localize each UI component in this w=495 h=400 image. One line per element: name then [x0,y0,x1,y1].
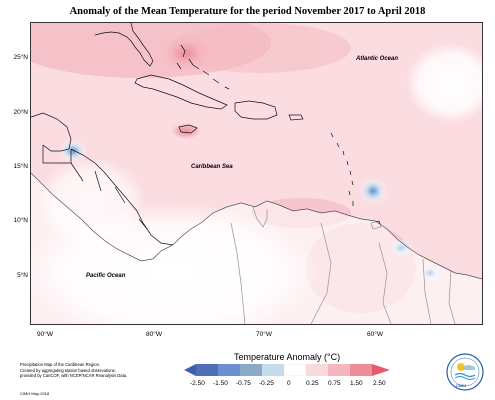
map-frame: Atlantic Ocean Caribbean Sea Pacific Oce… [30,22,483,325]
anomaly-coldspot-lesser-antilles [359,178,387,204]
color-bar-max-arrow [372,364,390,376]
color-bar-segment-4 [262,364,284,376]
coast-cuba [134,74,228,110]
lon-label-60w: 60°W [367,331,383,338]
color-bar-segment-2 [218,364,240,376]
color-bar-segment-6 [306,364,328,376]
lon-label-70w: 70°W [256,331,272,338]
color-bar-min-arrow [184,364,196,376]
lon-label-80w: 80°W [146,331,162,338]
lat-label-20n: 20°N [13,109,28,116]
legend-title: Temperature Anomaly (°C) [234,352,341,362]
legend-tick: -1.50 [213,380,228,387]
color-bar-segment-1 [196,364,218,376]
map-panel: Atlantic Ocean Caribbean Sea Pacific Oce… [30,22,483,325]
coast-bahamas [176,44,230,90]
map-title: Anomaly of the Mean Temperature for the … [69,6,426,17]
legend-tick: -0.25 [259,380,274,387]
legend-tick: -0.75 [236,380,251,387]
coast-puerto-rico [288,114,304,121]
color-bar [184,364,390,376]
anomaly-map [31,23,482,324]
footer-line: Created by aggregating station based obs… [20,367,116,373]
legend-tick: -2.50 [190,380,205,387]
anomaly-hotspot-bahamas [161,35,211,71]
coast-lesser-antilles [330,132,354,206]
lat-label-15n: 15°N [13,163,28,170]
footer-line: Precipitation Map of the Caribbean Regio… [20,362,101,367]
land-mask [31,173,482,324]
lat-label-25n: 25°N [13,54,28,61]
coast-jamaica [178,124,198,134]
label-pacific-ocean: Pacific Ocean [86,273,126,279]
credit-text: CIMH May-2018 [20,391,50,396]
legend-tick: 2.50 [373,380,386,387]
logo-text: CIMH [456,383,467,388]
lat-label-5n: 5°N [17,272,28,279]
anomaly-zone-north-east [171,23,351,73]
coast-belize-border [42,145,72,164]
anomaly-neutral-atlantic [406,43,482,123]
footer-note: Precipitation Map of the Caribbean Regio… [20,362,170,379]
color-bar-segment-3 [240,364,262,376]
coast-hispaniola [234,100,278,120]
coast-central-america-north [31,112,174,246]
lon-label-90w: 90°W [37,331,53,338]
border-central-america [70,162,148,230]
label-atlantic-ocean: Atlantic Ocean [356,56,399,62]
legend-tick: 0.25 [306,380,319,387]
legend-tick: 1.50 [350,380,363,387]
anomaly-coldspot-belize [59,140,87,162]
color-bar-segment-5 [283,364,307,376]
cimh-logo-icon [446,353,484,391]
legend-tick: 0.75 [328,380,341,387]
label-caribbean-sea: Caribbean Sea [191,164,233,170]
color-bar-segment-7 [328,364,350,376]
footer-line: provided by CariCOF, with NCEP/NCAR Rean… [20,373,128,379]
color-bar-segment-8 [350,364,372,376]
coast-florida [94,23,154,67]
legend-tick: 0 [287,380,291,387]
lat-label-10n: 10°N [13,217,28,224]
